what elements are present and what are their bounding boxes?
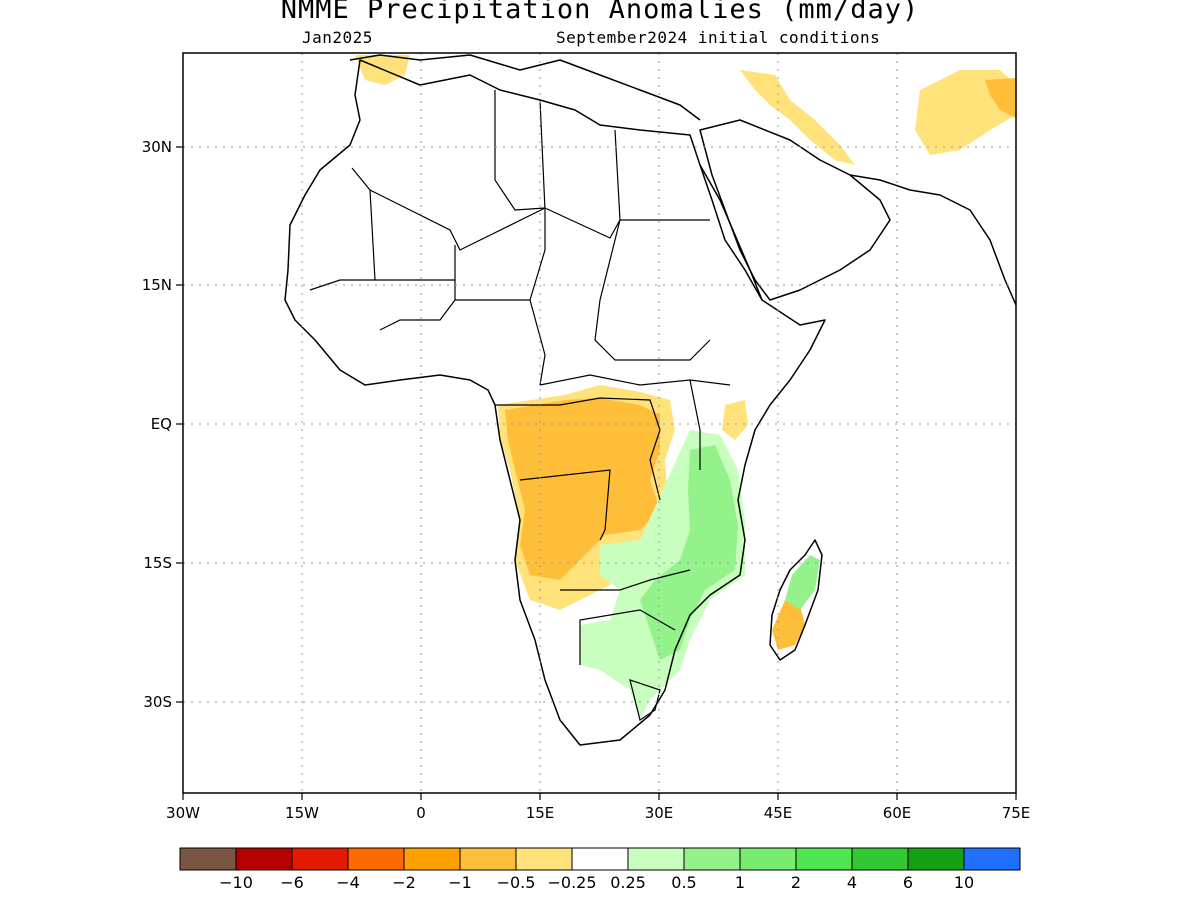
colorbar-swatch (795, 847, 853, 871)
initial-conditions-label: September2024 initial conditions (556, 28, 881, 47)
lat-tick-label: EQ (151, 415, 172, 433)
red-sea-coast (699, 164, 763, 301)
colorbar-swatch (907, 847, 965, 871)
colorbar-swatch (851, 847, 909, 871)
colorbar-label: −6 (280, 873, 304, 892)
dry-anomaly-madagascar (772, 600, 805, 650)
colorbar-swatch (347, 847, 405, 871)
colorbar-swatch (683, 847, 741, 871)
gridlines (183, 53, 1016, 793)
colorbar-swatch (571, 847, 629, 871)
dry-anomaly-east-africa (722, 400, 748, 440)
arabia-coastline (699, 119, 891, 301)
anomaly-shading (355, 55, 1016, 720)
colorbar-label: −0.5 (497, 873, 536, 892)
colorbar-label: 4 (847, 873, 857, 892)
lat-tick-label: 15N (142, 276, 172, 294)
wet-anomaly-southeast-africa (640, 445, 738, 660)
lat-tick-label: 30N (142, 138, 172, 156)
asia-coastline (849, 174, 1017, 306)
map-title: NMME Precipitation Anomalies (mm/day) (280, 0, 920, 25)
lon-tick-label: 45E (764, 804, 793, 822)
colorbar-swatch (739, 847, 797, 871)
colorbar-swatch (963, 847, 1021, 871)
colorbar-swatch (403, 847, 461, 871)
colorbar-label: −0.25 (547, 873, 596, 892)
europe-coastline (349, 54, 701, 121)
lon-tick-label: 0 (416, 804, 426, 822)
colorbar-swatch (179, 847, 237, 871)
dry-anomaly-iran-core (985, 78, 1016, 118)
lon-tick-label: 60E (883, 804, 912, 822)
colorbar-swatch (515, 847, 573, 871)
colorbar-label: 10 (954, 873, 974, 892)
lat-tick-label: 15S (143, 554, 172, 572)
dry-anomaly-middle-east-light (740, 70, 855, 165)
lon-tick-label: 15W (285, 804, 319, 822)
colorbar-label: 0.25 (610, 873, 646, 892)
colorbar-swatch (291, 847, 349, 871)
dry-anomaly-central-africa (505, 398, 660, 580)
colorbar-label: −2 (392, 873, 416, 892)
colorbar-label: −1 (448, 873, 472, 892)
map-frame (182, 52, 1017, 794)
colorbar-label: 6 (903, 873, 913, 892)
colorbar-label: 0.5 (671, 873, 696, 892)
lon-tick-label: 30W (166, 804, 200, 822)
lon-axis (182, 793, 1017, 800)
lon-tick-label: 75E (1002, 804, 1031, 822)
colorbar-label: 1 (735, 873, 745, 892)
colorbar-swatch (459, 847, 517, 871)
madagascar-coastline (769, 539, 823, 661)
colorbar-label: −4 (336, 873, 360, 892)
colorbar-label: −10 (219, 873, 253, 892)
valid-month-label: Jan2025 (302, 28, 373, 47)
colorbar-labels: −10 −6 −4 −2 −1 −0.5 −0.25 0.25 0.5 1 2 4 6 10 (219, 873, 974, 892)
country-borders (309, 90, 731, 721)
colorbar-swatch (235, 847, 293, 871)
colorbar-label: 2 (791, 873, 801, 892)
colorbar (179, 847, 1021, 871)
lon-tick-label: 15E (526, 804, 555, 822)
colorbar-swatch (627, 847, 685, 871)
lon-tick-label: 30E (645, 804, 674, 822)
lat-axis (176, 146, 183, 703)
wet-anomaly-madagascar (785, 555, 820, 610)
lat-tick-label: 30S (143, 693, 172, 711)
